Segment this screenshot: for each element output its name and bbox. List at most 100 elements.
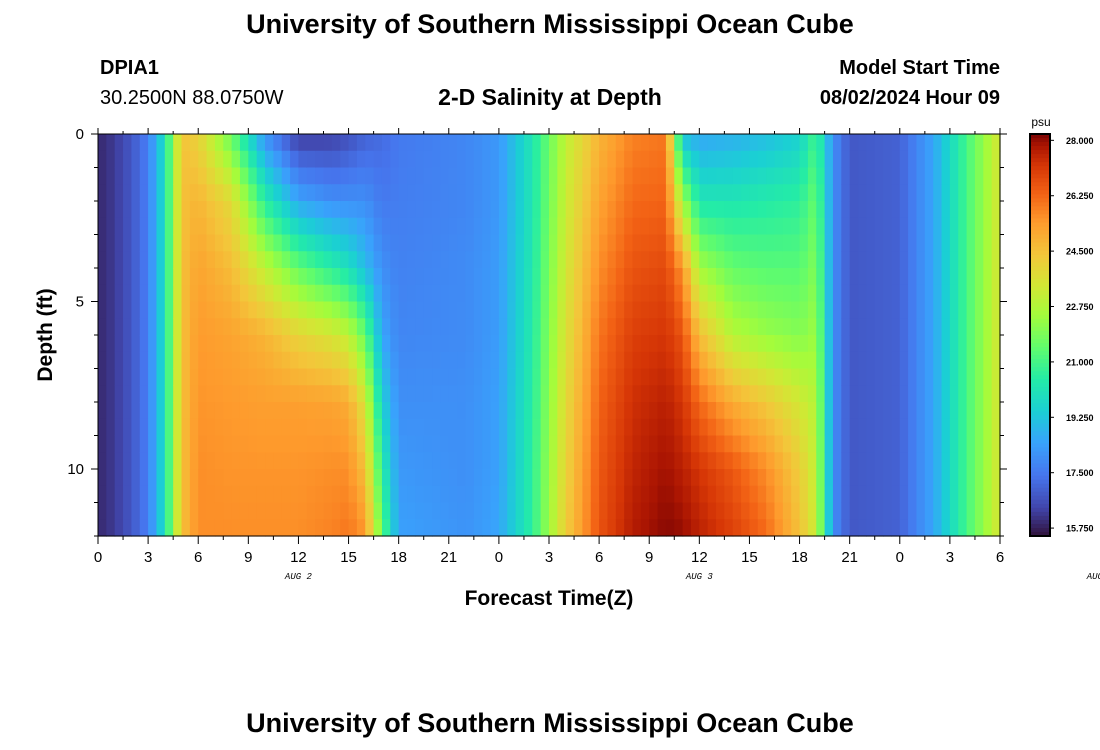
heatmap-cell [164,351,174,370]
heatmap-cell [373,184,383,202]
heatmap-cell [214,385,224,403]
station-coordinates: 30.2500N 88.0750W [100,87,284,109]
heatmap-cell [532,217,542,236]
heatmap-cell [465,452,475,470]
heatmap-cell [991,385,1001,403]
heatmap-cell [181,335,191,353]
heatmap-cell [582,502,592,520]
heatmap-cell [415,234,425,252]
heatmap-cell [139,284,149,303]
heatmap-cell [223,402,233,420]
heatmap-cell [490,385,500,403]
heatmap-cell [632,502,642,520]
heatmap-cell [448,284,458,303]
colorbar-unit: psu [1031,115,1050,129]
heatmap-cell [874,234,884,252]
heatmap-cell [582,418,592,437]
heatmap-cell [974,435,984,453]
heatmap-cell [448,469,458,487]
heatmap-cell [123,201,133,219]
heatmap-cell [766,435,776,453]
heatmap-cell [248,234,258,252]
heatmap-cell [799,301,809,319]
heatmap-cell [490,167,500,185]
heatmap-cell [423,385,433,403]
heatmap-cell [924,217,934,236]
heatmap-cell [849,502,859,520]
heatmap-cell [757,469,767,487]
heatmap-cell [340,167,350,185]
heatmap-cell [423,234,433,252]
heatmap-cell [599,519,609,537]
heatmap-cell [398,368,408,386]
heatmap-cell [398,301,408,319]
heatmap-cell [908,318,918,336]
x-tick-labels: 0 3 6 9 12 15 18 21 0 3 6 9 12 15 18 21 0 3 6 [94,549,1004,566]
heatmap-cell [782,268,792,286]
heatmap-cell [507,234,517,252]
heatmap-cell [490,134,500,152]
salinity-heatmap-chart: 0 3 6 9 12 15 18 21 0 3 6 9 12 15 18 21 0 3 6 AUG 2 AUG 3 AU… [34,115,1100,610]
heatmap-cell [632,234,642,252]
heatmap-cell [749,134,759,152]
x-tick-label: 0 [94,549,102,566]
heatmap-cell [707,234,717,252]
heatmap-cell [657,385,667,403]
heatmap-cell [749,251,759,269]
colorbar-segment [1030,455,1050,461]
heatmap-cell [139,201,149,219]
heatmap-cell [156,201,166,219]
heatmap-cell [198,167,208,185]
heatmap-cell [482,318,492,336]
heatmap-cell [741,234,751,252]
heatmap-cell [532,385,542,403]
heatmap-cell [523,167,533,185]
heatmap-cell [432,217,442,236]
heatmap-cell [331,368,341,386]
heatmap-cell [507,335,517,353]
heatmap-cell [941,368,951,386]
heatmap-cell [348,268,358,286]
heatmap-cell [574,268,584,286]
heatmap-cell [273,385,283,403]
colorbar-segment [1030,190,1050,195]
heatmap-cell [139,184,149,202]
heatmap-cell [757,167,767,185]
heatmap-cell [440,184,450,202]
heatmap-cell [599,284,609,303]
heatmap-cell [807,418,817,437]
heatmap-cell [682,284,692,303]
colorbar-segment [1030,326,1050,332]
heatmap-cell [657,418,667,437]
heatmap-cell [632,402,642,420]
heatmap-cell [148,418,158,437]
heatmap-cell [381,502,391,520]
heatmap-cell [365,452,375,470]
heatmap-cell [423,402,433,420]
heatmap-cell [741,402,751,420]
heatmap-cell [974,519,984,537]
heatmap-cell [615,418,625,437]
heatmap-cell [883,418,893,437]
colorbar-segment [1030,206,1050,211]
heatmap-cell [682,318,692,336]
heatmap-cell [407,469,416,487]
heatmap-cell [791,485,801,504]
heatmap-cell [482,335,492,353]
heatmap-cell [323,318,333,336]
heatmap-cell [457,519,467,537]
heatmap-cell [114,284,124,303]
heatmap-cell [749,502,759,520]
heatmap-cell [356,402,366,420]
heatmap-cell [223,201,233,219]
heatmap-cell [665,485,675,504]
heatmap-cell [682,502,692,520]
heatmap-cell [315,184,325,202]
heatmap-cell [924,251,934,269]
heatmap-cell [164,402,174,420]
heatmap-cell [106,284,116,303]
heatmap-cell [114,418,124,437]
heatmap-cell [315,485,325,504]
heatmap-cell [206,150,216,169]
heatmap-cell [139,402,149,420]
